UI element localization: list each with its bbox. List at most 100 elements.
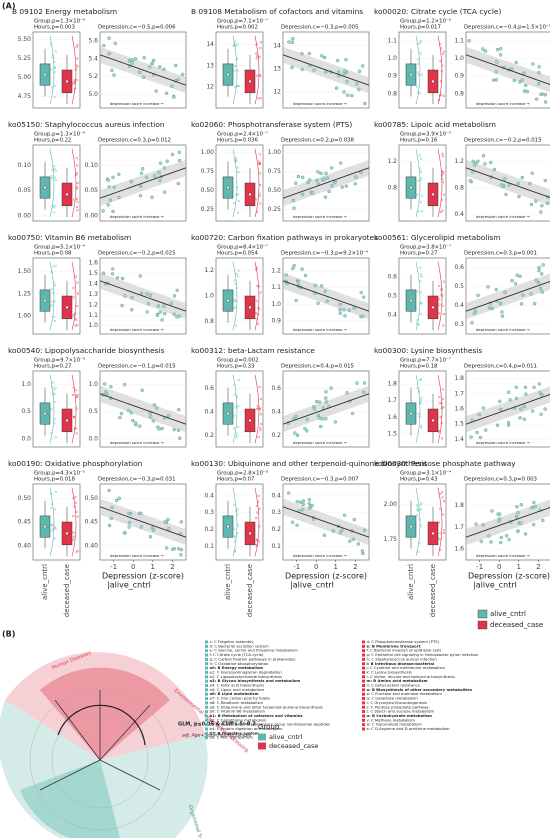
jitter-point bbox=[72, 386, 75, 389]
scatter-point bbox=[361, 390, 366, 394]
jitter-point bbox=[441, 177, 444, 180]
scatter-point bbox=[510, 278, 514, 283]
scatter-point bbox=[543, 407, 547, 411]
item-label: p: C Fructose and mannose metabolism bbox=[367, 691, 443, 696]
scatter-point bbox=[324, 396, 328, 400]
scatter-point bbox=[148, 415, 153, 419]
mean-point bbox=[65, 418, 69, 422]
jitter-point bbox=[441, 437, 444, 440]
scatter-point bbox=[139, 171, 144, 175]
scatter-point bbox=[111, 209, 115, 214]
jitter-point bbox=[50, 68, 53, 71]
x-axis-label: |alive_cntrl bbox=[473, 581, 517, 590]
jitter-point bbox=[75, 187, 78, 190]
y-tick-label: 5.6 bbox=[88, 37, 98, 44]
scatter-point bbox=[294, 298, 298, 303]
mean-point bbox=[409, 72, 413, 77]
item-swatch bbox=[205, 727, 208, 731]
mean-point bbox=[43, 524, 47, 529]
mean-point bbox=[226, 298, 230, 303]
scatter-point bbox=[471, 159, 475, 163]
jitter-point bbox=[53, 537, 56, 540]
jitter-point bbox=[439, 548, 442, 551]
jitter-point bbox=[442, 172, 445, 175]
scatter-point bbox=[320, 417, 324, 421]
jitter-point bbox=[75, 174, 78, 177]
scatter-point bbox=[164, 546, 169, 550]
jitter-point bbox=[416, 85, 419, 88]
jitter-point bbox=[71, 393, 75, 396]
violin bbox=[49, 374, 55, 444]
jitter-point bbox=[442, 406, 445, 409]
scatter-point bbox=[107, 36, 111, 40]
jitter-point bbox=[53, 319, 56, 323]
item-swatch bbox=[362, 653, 365, 657]
jitter-point bbox=[52, 265, 55, 268]
scatter-point bbox=[174, 63, 178, 68]
scatter-point bbox=[340, 528, 344, 532]
stat-text: Hours,p=0.22 bbox=[34, 138, 71, 144]
jitter-point bbox=[418, 518, 421, 521]
jitter-point bbox=[255, 57, 258, 60]
scatter-point bbox=[145, 310, 149, 314]
item-label: a4: C Fatty acid biosynthesis bbox=[210, 683, 264, 688]
scatter-point bbox=[354, 175, 358, 179]
jitter-point bbox=[419, 508, 423, 511]
jitter-point bbox=[233, 549, 236, 552]
scatter-point bbox=[155, 313, 160, 317]
jitter-point bbox=[50, 506, 53, 509]
mean-point bbox=[248, 305, 252, 309]
scatter-point bbox=[540, 204, 544, 208]
jitter-point bbox=[235, 436, 238, 439]
scatter-point bbox=[320, 284, 324, 288]
jitter-point bbox=[259, 426, 262, 429]
jitter-point bbox=[439, 415, 442, 419]
scatter-point bbox=[109, 385, 113, 389]
jitter-point bbox=[416, 319, 419, 322]
jitter-point bbox=[50, 407, 53, 411]
scatter-point bbox=[129, 179, 134, 184]
jitter-point bbox=[54, 435, 57, 439]
x-tick-label: 2 bbox=[170, 563, 174, 571]
scatter-point bbox=[534, 278, 538, 282]
jitter-point bbox=[419, 399, 422, 402]
scatter-point bbox=[338, 308, 342, 312]
item-label: c: C Flagellar assembly bbox=[210, 639, 255, 644]
jitter-point bbox=[237, 199, 241, 203]
scatter-point bbox=[325, 176, 330, 180]
scatter-point bbox=[177, 314, 181, 318]
jitter-point bbox=[72, 531, 75, 534]
scatter-point bbox=[513, 281, 518, 286]
scatter-point bbox=[151, 58, 156, 63]
jitter-point bbox=[419, 40, 423, 43]
jitter-point bbox=[73, 505, 76, 508]
scatter-point bbox=[345, 391, 349, 395]
scatter-point bbox=[141, 75, 146, 80]
jitter-point bbox=[53, 70, 56, 74]
y-tick-label: 1.1 bbox=[387, 37, 397, 44]
scatter-point bbox=[155, 406, 159, 410]
jitter-point bbox=[71, 538, 75, 541]
jitter-point bbox=[52, 206, 56, 209]
scatter-point bbox=[537, 265, 541, 270]
violin bbox=[49, 148, 55, 218]
x-axis-label: |alive_cntrl bbox=[107, 581, 151, 590]
item-swatch bbox=[362, 666, 365, 670]
jitter-point bbox=[76, 304, 79, 308]
jitter-point bbox=[418, 41, 422, 44]
item-swatch bbox=[362, 662, 365, 666]
x-tick-label: -1 bbox=[293, 563, 300, 571]
jitter-point bbox=[236, 524, 240, 527]
jitter-point bbox=[237, 85, 240, 88]
violin bbox=[49, 35, 55, 105]
jitter-point bbox=[233, 427, 236, 430]
item-swatch bbox=[205, 644, 208, 648]
scatter-point bbox=[481, 523, 486, 527]
item-label: a7: C One carbon pool by folate bbox=[210, 696, 271, 701]
arrow-note: depression socre increase → bbox=[110, 327, 164, 332]
jitter-point bbox=[257, 494, 260, 498]
panel-title: ko00750: Vitamin B6 metabolism bbox=[8, 233, 131, 242]
y-tick-label: 1.0 bbox=[271, 301, 281, 308]
item-label: a5: C Lipoic acid metabolism bbox=[210, 687, 265, 692]
jitter-point bbox=[53, 418, 56, 421]
